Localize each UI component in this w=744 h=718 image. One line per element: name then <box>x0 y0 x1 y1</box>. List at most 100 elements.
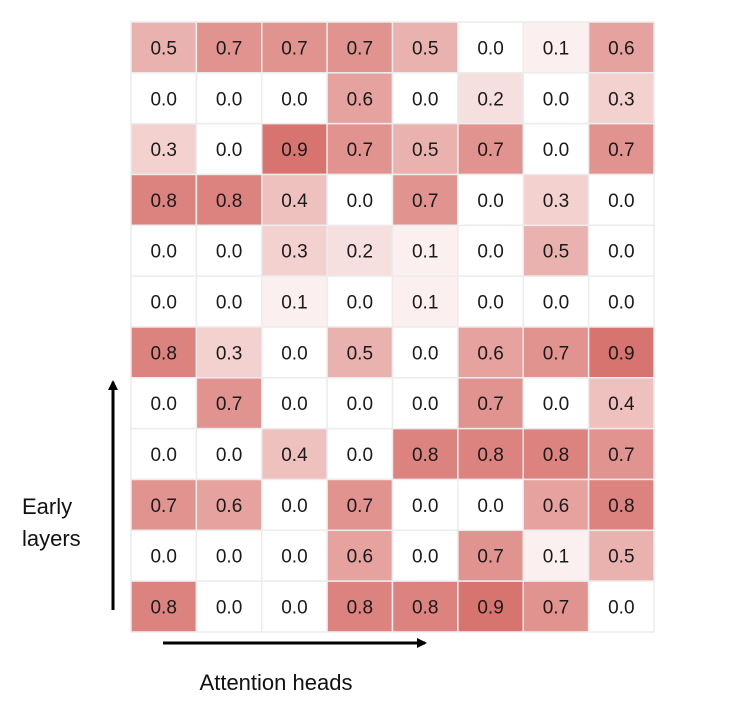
heatmap-cell-value: 0.8 <box>216 191 242 212</box>
heatmap-cell <box>587 478 655 532</box>
heatmap-cell-value: 0.0 <box>281 89 307 110</box>
heatmap-cell <box>326 580 394 633</box>
heatmap-cell <box>195 529 263 582</box>
heatmap-cell <box>457 580 525 633</box>
heatmap-cell <box>522 275 590 328</box>
heatmap-cell-value: 0.7 <box>477 394 503 415</box>
heatmap-cell-value: 0.0 <box>412 343 438 364</box>
heatmap-cell-value: 0.4 <box>608 394 635 415</box>
heatmap-cell-value: 0.0 <box>477 38 503 59</box>
heatmap-cell <box>587 377 655 430</box>
heatmap-cell-value: 0.6 <box>477 343 503 364</box>
heatmap-cell-value: 0.4 <box>281 191 308 212</box>
heatmap-cell <box>130 580 198 633</box>
heatmap-cell-value: 0.5 <box>150 38 176 59</box>
heatmap-cell-value: 0.9 <box>608 343 634 364</box>
heatmap-cell-value: 0.6 <box>347 547 373 568</box>
heatmap-cell-value: 0.0 <box>150 89 176 110</box>
heatmap-cell-value: 0.7 <box>543 343 569 364</box>
heatmap-cell-value: 0.0 <box>150 242 176 263</box>
heatmap-cell-value: 0.0 <box>281 394 307 415</box>
heatmap-cell <box>261 122 328 176</box>
heatmap-cell <box>391 529 459 582</box>
heatmap-cell <box>195 21 263 74</box>
heatmap-cell-value: 0.5 <box>543 242 569 263</box>
heatmap-cell <box>195 478 263 532</box>
heatmap-cell <box>326 427 394 481</box>
heatmap-cell <box>391 326 459 379</box>
heatmap-cell-value: 0.0 <box>150 394 176 415</box>
heatmap-cell-value: 0.0 <box>216 242 242 263</box>
heatmap-cell <box>587 427 655 481</box>
heatmap-cell-value: 0.7 <box>477 140 503 161</box>
heatmap-cell <box>130 326 198 379</box>
y-axis-label-line-1: Early <box>22 494 72 519</box>
heatmap-cell-value: 0.6 <box>543 496 569 517</box>
heatmap-cell-value: 0.1 <box>281 293 307 314</box>
heatmap-cell-value: 0.7 <box>608 445 634 466</box>
heatmap-cell <box>587 72 655 125</box>
heatmap-cell <box>457 72 525 125</box>
heatmap-cell-value: 0.0 <box>216 140 242 161</box>
heatmap-cell-value: 0.7 <box>477 547 503 568</box>
heatmap-cell <box>326 224 394 277</box>
heatmap-cell-value: 0.1 <box>412 242 438 263</box>
heatmap-cell <box>587 529 655 582</box>
heatmap-cell <box>587 326 655 379</box>
heatmap-cell-value: 0.8 <box>608 496 634 517</box>
heatmap-cell-value: 0.8 <box>150 598 176 619</box>
heatmap-cell <box>261 377 328 430</box>
heatmap-cell-value: 0.2 <box>477 89 503 110</box>
heatmap-cell-value: 0.0 <box>347 445 373 466</box>
heatmap-cell-value: 0.0 <box>543 89 569 110</box>
heatmap-cell <box>457 275 525 328</box>
heatmap-cell-value: 0.7 <box>608 140 634 161</box>
heatmap-cell <box>457 122 525 176</box>
heatmap-cell <box>587 21 655 74</box>
heatmap-cell <box>130 478 198 532</box>
heatmap-cell-value: 0.0 <box>412 547 438 568</box>
heatmap-cell-value: 0.5 <box>412 38 438 59</box>
heatmap-cell <box>457 427 525 481</box>
heatmap-cell-value: 0.3 <box>281 242 307 263</box>
heatmap-cell-value: 0.0 <box>608 598 634 619</box>
heatmap-cell-value: 0.6 <box>216 496 242 517</box>
x-axis-label: Attention heads <box>200 670 353 695</box>
heatmap-cell-value: 0.0 <box>477 496 503 517</box>
heatmap-cell-value: 0.0 <box>281 547 307 568</box>
heatmap-cell <box>522 326 590 379</box>
heatmap-cell <box>522 529 590 582</box>
heatmap-cells: 0.5 0.7 0.7 0.7 0.5 0.0 0.1 0.6 0.0 0.0 0.0 0.6 0.0 0… <box>130 21 655 633</box>
heatmap-cell-value: 0.8 <box>412 445 438 466</box>
heatmap-cell <box>522 173 590 227</box>
heatmap-cell-value: 0.9 <box>477 598 503 619</box>
heatmap-cell <box>261 173 328 227</box>
heatmap-cell-value: 0.1 <box>543 547 569 568</box>
heatmap-cell-value: 0.0 <box>150 547 176 568</box>
heatmap-cell <box>391 224 459 277</box>
heatmap-cell-value: 0.7 <box>150 496 176 517</box>
heatmap-cell-value: 0.7 <box>281 38 307 59</box>
heatmap-cell <box>326 173 394 227</box>
heatmap-cell-value: 0.0 <box>543 293 569 314</box>
heatmap-cell-value: 0.7 <box>347 38 373 59</box>
heatmap-cell-value: 0.5 <box>347 343 373 364</box>
heatmap-cell-value: 0.5 <box>608 547 634 568</box>
heatmap-cell <box>195 427 263 481</box>
heatmap-cell-value: 0.1 <box>543 38 569 59</box>
heatmap-cell-value: 0.8 <box>412 598 438 619</box>
heatmap-cell <box>195 275 263 328</box>
heatmap-cell-value: 0.8 <box>543 445 569 466</box>
heatmap-cell-value: 0.9 <box>281 140 307 161</box>
heatmap-cell-value: 0.0 <box>477 191 503 212</box>
heatmap-cell-value: 0.0 <box>150 293 176 314</box>
heatmap-cell-value: 0.0 <box>216 293 242 314</box>
heatmap-cell-value: 0.3 <box>543 191 569 212</box>
heatmap-cell <box>587 580 655 633</box>
heatmap-cell <box>522 478 590 532</box>
heatmap-cell-value: 0.7 <box>543 598 569 619</box>
heatmap-cell <box>130 122 198 176</box>
heatmap-cell-value: 0.0 <box>347 394 373 415</box>
heatmap-cell <box>195 72 263 125</box>
